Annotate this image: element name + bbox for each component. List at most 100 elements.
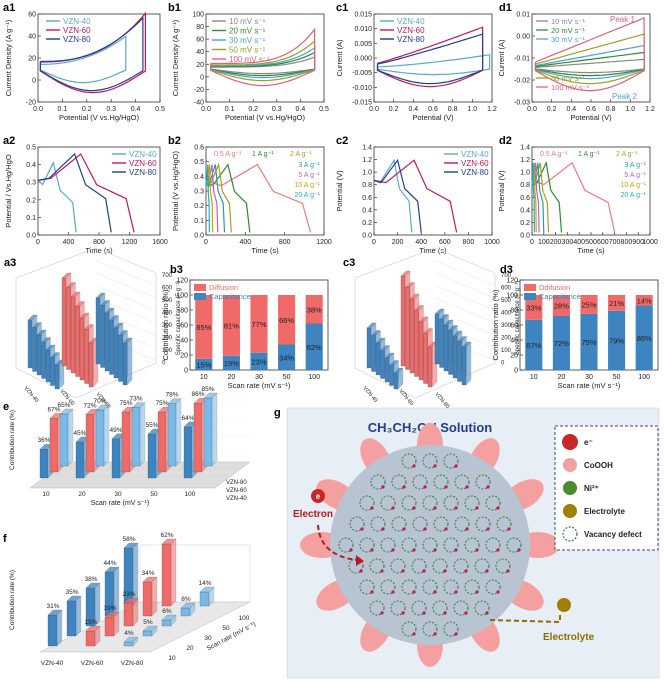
bar-3d bbox=[50, 357, 55, 386]
data-label: 55% bbox=[145, 422, 158, 429]
b1-axes bbox=[205, 13, 325, 103]
bar-3d bbox=[371, 335, 376, 372]
ion-dot bbox=[496, 506, 500, 510]
panel-label-d2: d2 bbox=[499, 135, 512, 147]
vacancy-defect bbox=[443, 579, 459, 595]
y-tick-label: 0.4 bbox=[520, 207, 530, 214]
legend-entry: 5 A g⁻¹ bbox=[298, 172, 320, 179]
ion-dot bbox=[370, 506, 374, 510]
x-tick-label: 0.2 bbox=[547, 106, 557, 113]
bar-diffusion bbox=[278, 295, 296, 345]
x-tick-label: 0.6 bbox=[586, 106, 596, 113]
legend-entry: 1 A g⁻¹ bbox=[252, 151, 274, 158]
vacancy-defect bbox=[401, 453, 417, 469]
ion-dot bbox=[423, 485, 427, 489]
x-tick-label: 10 bbox=[530, 374, 538, 381]
y-axis-title: Contribution rate (%) bbox=[9, 570, 16, 630]
bar-diffusion bbox=[552, 295, 570, 316]
data-label: 36% bbox=[37, 437, 50, 444]
z-tick-label: 200 bbox=[501, 336, 512, 342]
grid-line bbox=[95, 260, 157, 286]
bar-3d bbox=[427, 346, 433, 388]
series-vzn-80 bbox=[376, 33, 484, 85]
vacancy-defect bbox=[401, 495, 417, 511]
panel-label-c3: c3 bbox=[343, 257, 355, 269]
vacancy-defect bbox=[453, 600, 469, 616]
z-tick-label: 200 bbox=[162, 336, 173, 342]
gcd-curve bbox=[531, 161, 616, 233]
electrolyte-icon bbox=[557, 598, 571, 612]
bar-e bbox=[121, 411, 131, 473]
bar-capacitance bbox=[580, 313, 598, 370]
depth-tick-label: 10 bbox=[168, 655, 176, 662]
y-tick-label: 0.3 bbox=[194, 189, 204, 196]
legend-swatch bbox=[524, 284, 536, 291]
vacancy-defect bbox=[433, 474, 449, 490]
ion-dot bbox=[433, 632, 437, 636]
bar-3d bbox=[405, 287, 410, 370]
c2-axes bbox=[373, 146, 493, 236]
grid-line bbox=[434, 285, 496, 311]
data-label-capacitance: 75% bbox=[581, 338, 596, 347]
x-tick-label: 1200 bbox=[122, 239, 138, 246]
annotation-peak-1: Peak 1 bbox=[610, 15, 635, 24]
legend-entry: Capacitance bbox=[209, 292, 251, 301]
electron-path bbox=[317, 524, 357, 561]
bar-3d bbox=[66, 287, 71, 370]
y-tick-label: 0.2 bbox=[362, 220, 372, 227]
depth-tick-label: 30 bbox=[204, 635, 212, 642]
y-tick-label: 0.1 bbox=[194, 218, 204, 225]
grid-line bbox=[95, 272, 157, 299]
bar-3d bbox=[389, 365, 394, 386]
y-tick-label: 80 bbox=[180, 308, 188, 315]
vacancy-defect bbox=[475, 516, 491, 532]
ion-dot bbox=[506, 569, 510, 573]
ion-dot bbox=[496, 548, 500, 552]
y-axis-title: Potential (V) bbox=[497, 170, 506, 212]
y-tick-label: 20 bbox=[180, 353, 188, 360]
bar-f bbox=[123, 641, 134, 647]
vacancy-defect bbox=[380, 537, 396, 553]
bar-capacitance bbox=[195, 358, 213, 370]
ion-dot bbox=[464, 569, 468, 573]
legend-entry: 20 A g⁻¹ bbox=[295, 192, 321, 199]
y-tick-label: 0.6 bbox=[194, 145, 204, 152]
d1-axes bbox=[531, 13, 651, 103]
data-label: 45% bbox=[73, 430, 86, 437]
legend-entry: VZN-40 bbox=[461, 150, 489, 159]
bar-f-side bbox=[132, 597, 139, 627]
series-vzn-60 bbox=[376, 26, 484, 88]
legend-swatch bbox=[194, 284, 206, 291]
bar-e bbox=[131, 407, 141, 467]
electron-arrowhead bbox=[356, 555, 364, 566]
vacancy-defect bbox=[422, 453, 438, 469]
bar-3d bbox=[41, 342, 46, 379]
bar-e bbox=[49, 418, 59, 473]
panel-label-d3: d3 bbox=[500, 264, 513, 276]
series-vzn-40 bbox=[39, 35, 127, 84]
vacancy-defect bbox=[422, 621, 438, 637]
vacancy-defect bbox=[464, 579, 480, 595]
legend-marker bbox=[563, 458, 577, 472]
data-label-diffusion: 77% bbox=[251, 320, 266, 329]
z-tick-label: 100 bbox=[501, 348, 512, 354]
bar-3d bbox=[100, 305, 105, 368]
category-label: VZN-40 bbox=[41, 660, 64, 667]
y-tick-label: 0.00 bbox=[516, 34, 530, 41]
ion-dot bbox=[422, 569, 426, 573]
x-tick-label: 400 bbox=[415, 239, 427, 246]
y-axis-title: Contribution ratio (%) bbox=[491, 289, 500, 360]
data-label: 62% bbox=[160, 532, 173, 539]
x-tick-label: 400 bbox=[63, 239, 75, 246]
bar-3d bbox=[118, 335, 123, 382]
x-axis-title: Potential (V) bbox=[570, 113, 612, 122]
series-vzn-80 bbox=[39, 16, 144, 92]
legend-entry: 30 mV s⁻¹ bbox=[229, 36, 266, 45]
bar-f-side bbox=[170, 538, 177, 607]
bar-3d bbox=[109, 320, 114, 375]
series-rate bbox=[534, 17, 645, 92]
x-tick-label: 200 bbox=[392, 239, 404, 246]
x-tick-label: 100 bbox=[538, 239, 550, 246]
vacancy-defect bbox=[370, 474, 386, 490]
x-axis-title: Scan rate (mV s⁻¹) bbox=[228, 381, 291, 390]
